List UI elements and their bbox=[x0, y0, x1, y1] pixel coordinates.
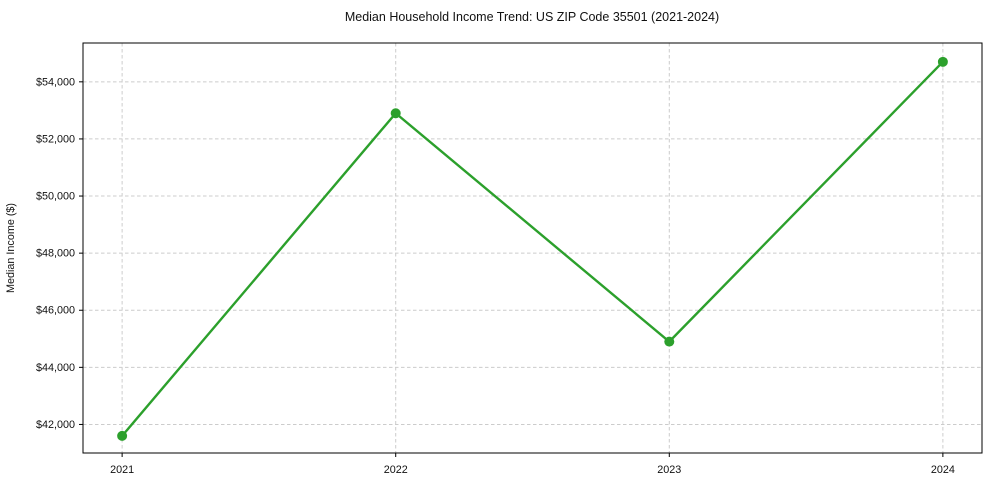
data-point-2023 bbox=[664, 336, 675, 347]
chart-title: Median Household Income Trend: US ZIP Co… bbox=[345, 10, 719, 24]
x-tick-label: 2024 bbox=[931, 464, 955, 476]
y-tick-label: $52,000 bbox=[36, 133, 75, 145]
y-tick-label: $42,000 bbox=[36, 419, 75, 431]
data-point-2022 bbox=[390, 108, 401, 119]
x-tick-label: 2022 bbox=[384, 464, 408, 476]
y-axis-label: Median Income ($) bbox=[5, 203, 17, 293]
plot-border bbox=[82, 42, 983, 454]
data-point-2021 bbox=[117, 430, 128, 441]
x-tick-label: 2023 bbox=[657, 464, 681, 476]
y-tick-label: $50,000 bbox=[36, 191, 75, 203]
trend-line bbox=[120, 60, 945, 438]
x-tick-label: 2021 bbox=[110, 464, 134, 476]
y-tick-label: $54,000 bbox=[36, 76, 75, 88]
y-tick-label: $46,000 bbox=[36, 305, 75, 317]
y-tick-label: $44,000 bbox=[36, 362, 75, 374]
data-point-2024 bbox=[937, 56, 948, 67]
plot-area: 2021 2022 2023 2024 $42,000 $44,000 $46,000 $48… bbox=[36, 42, 983, 476]
y-tick-label: $48,000 bbox=[36, 248, 75, 260]
